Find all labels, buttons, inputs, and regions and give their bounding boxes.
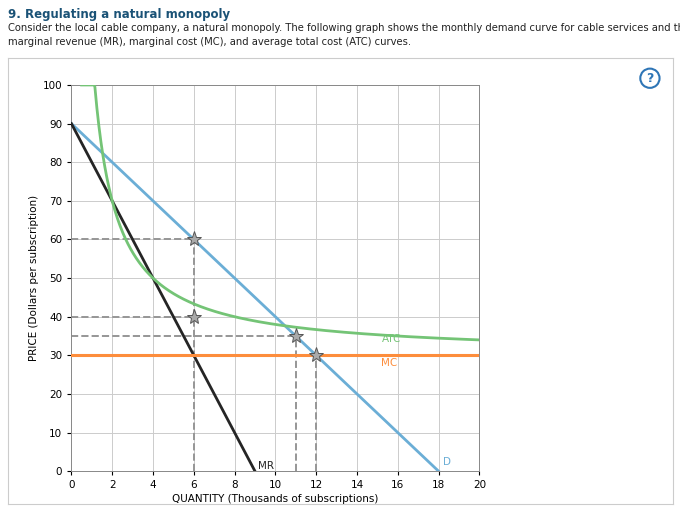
Text: marginal revenue (MR), marginal cost (MC), and average total cost (ATC) curves.: marginal revenue (MR), marginal cost (MC…	[8, 37, 411, 47]
Text: 9. Regulating a natural monopoly: 9. Regulating a natural monopoly	[8, 8, 231, 21]
Text: D: D	[443, 457, 451, 468]
Text: Consider the local cable company, a natural monopoly. The following graph shows : Consider the local cable company, a natu…	[8, 23, 680, 33]
Text: MR: MR	[258, 461, 274, 471]
Text: ?: ?	[646, 72, 653, 85]
X-axis label: QUANTITY (Thousands of subscriptions): QUANTITY (Thousands of subscriptions)	[172, 494, 379, 504]
Text: ATC: ATC	[381, 334, 401, 344]
Y-axis label: PRICE (Dollars per subscription): PRICE (Dollars per subscription)	[29, 195, 39, 361]
Text: MC: MC	[381, 358, 398, 368]
